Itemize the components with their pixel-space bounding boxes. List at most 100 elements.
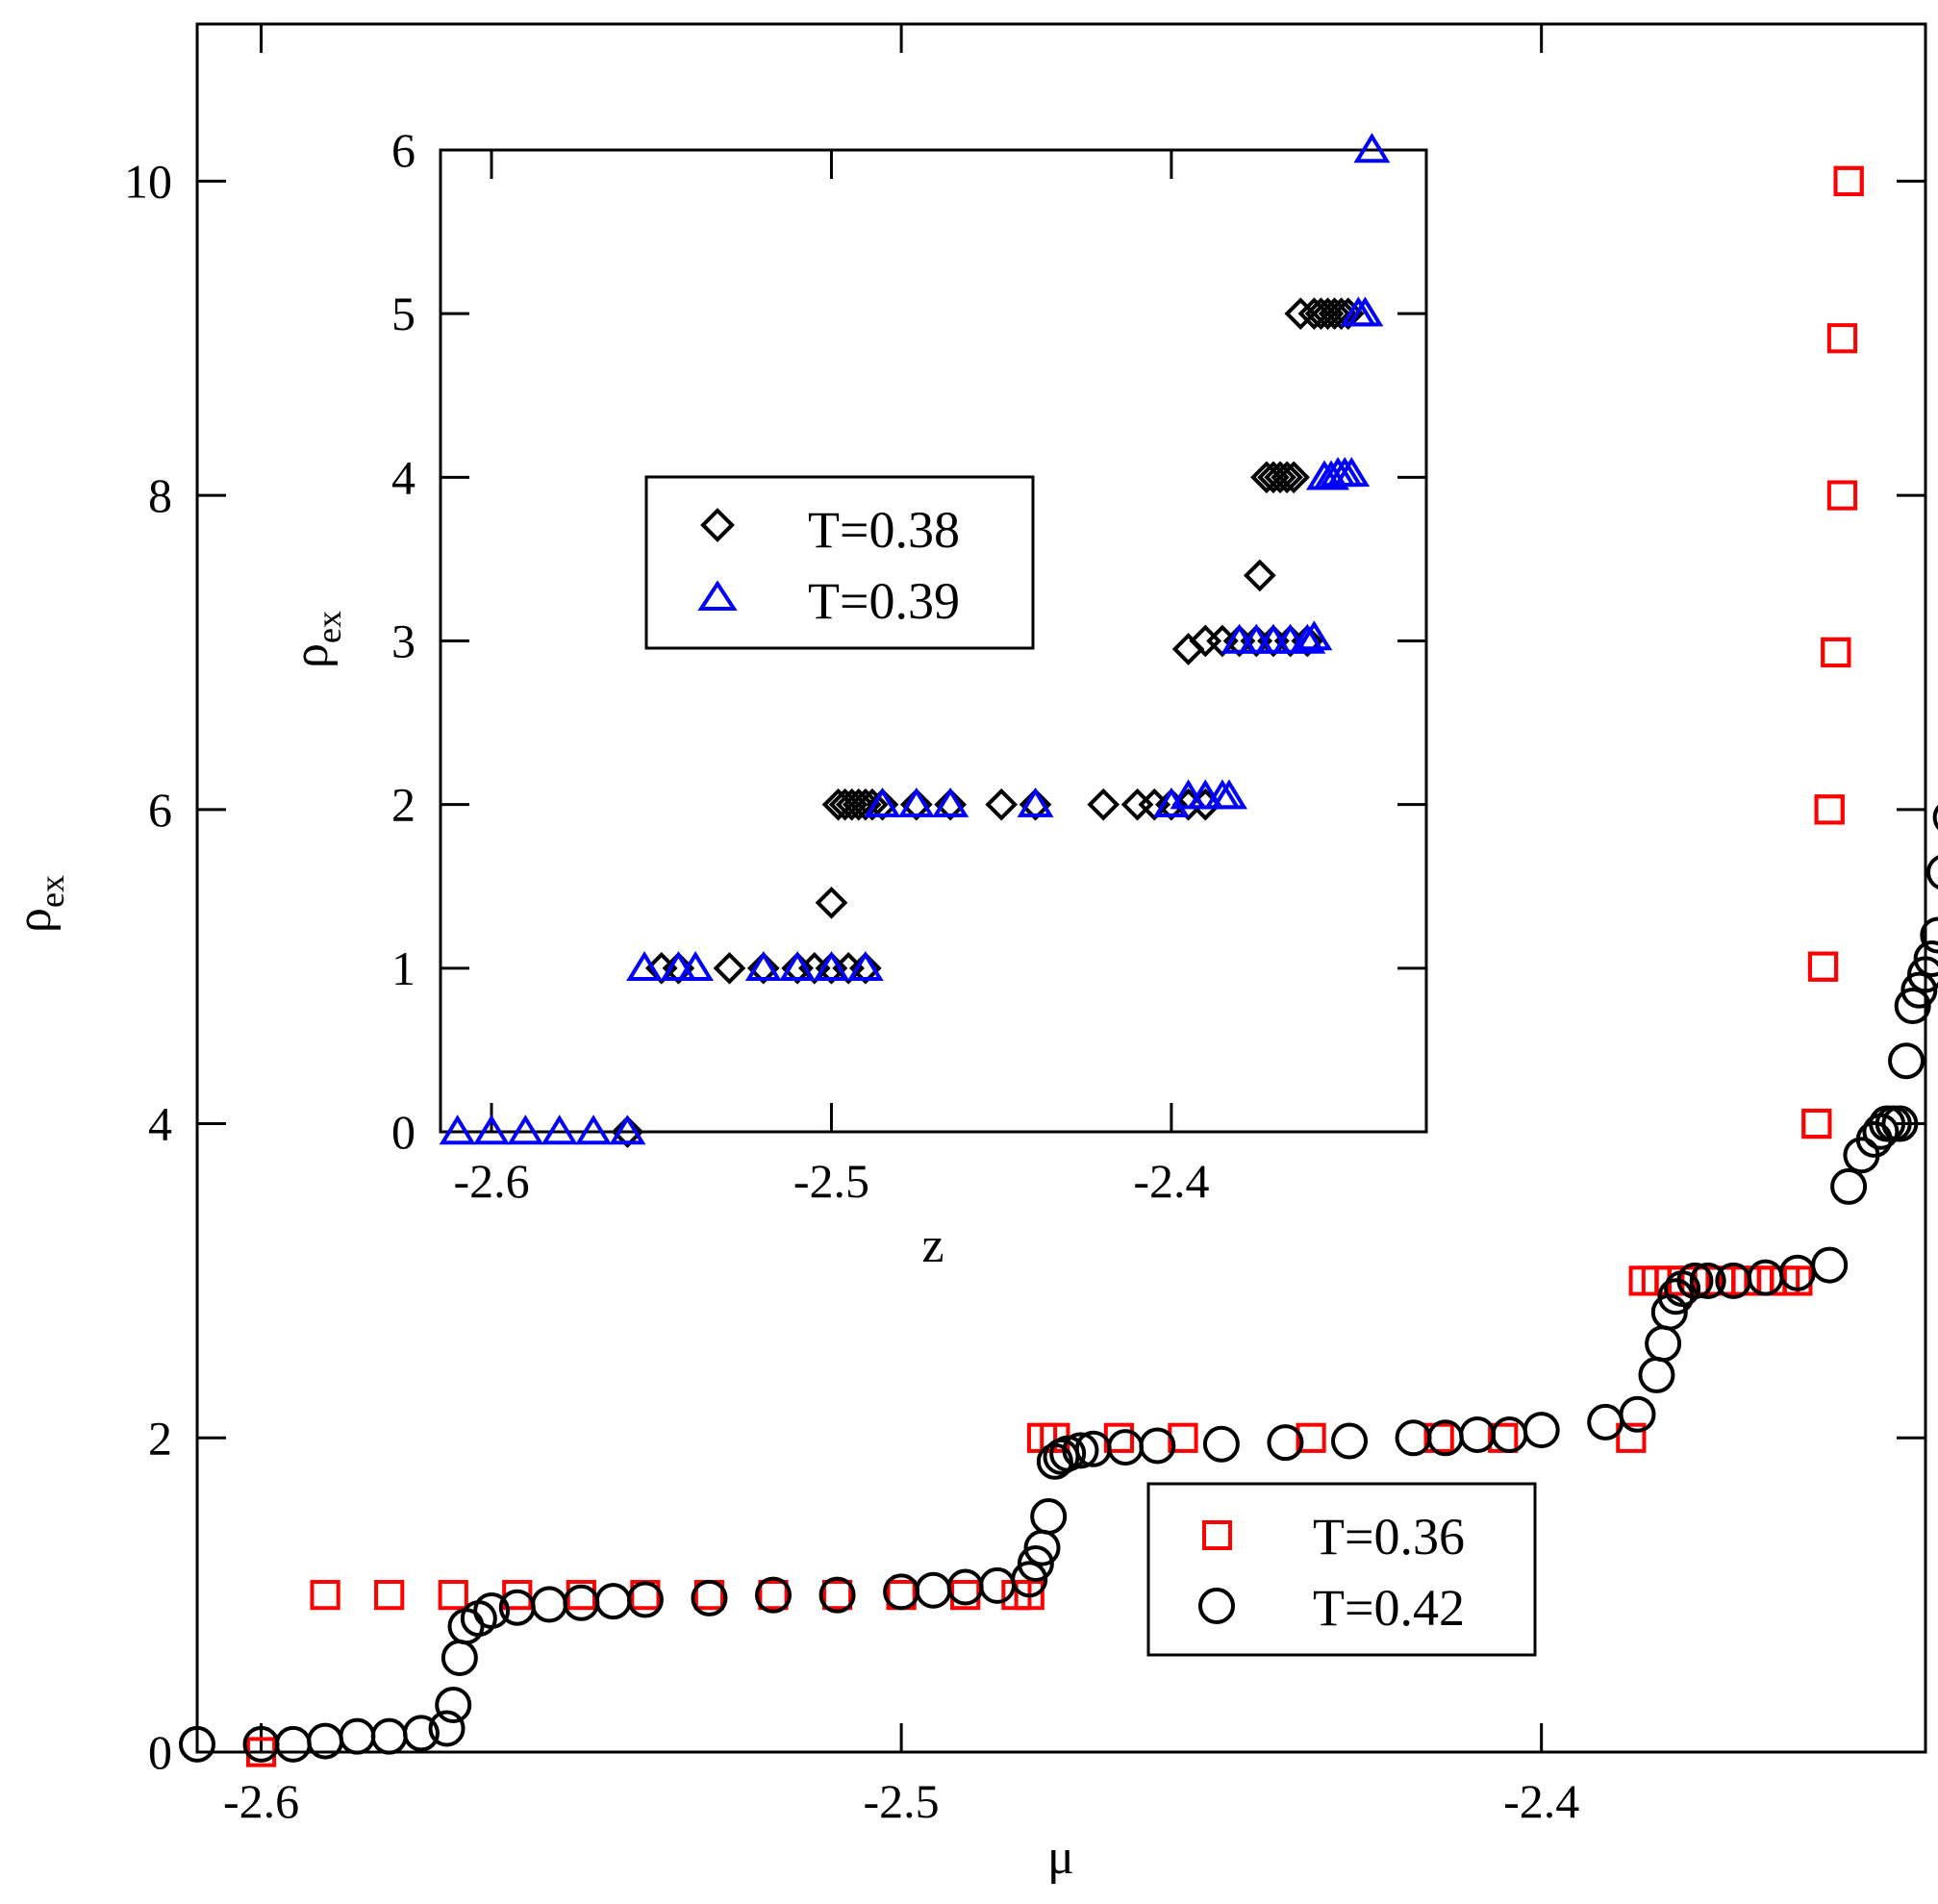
main-y-tick-label: 2 (148, 1411, 172, 1465)
main-y-tick-label: 0 (148, 1725, 172, 1779)
inset-point-diamond (1271, 461, 1303, 494)
inset-legend-label-1: T=0.39 (808, 572, 960, 630)
main-y-axis-title: ρex (7, 875, 71, 933)
main-point-square (1801, 1108, 1832, 1140)
main-x-axis-title: μ (1047, 1830, 1074, 1885)
main-x-tick-label: -2.6 (223, 1774, 299, 1828)
main-point-circle (1830, 1167, 1868, 1205)
main-point-circle (370, 1717, 408, 1755)
main-point-circle (1202, 1425, 1240, 1463)
main-x-tick-label: -2.4 (1503, 1774, 1579, 1828)
legend-marker-square (1202, 1520, 1232, 1550)
inset-point-diamond (662, 952, 695, 985)
main-y-tick-label: 6 (148, 783, 172, 837)
main-y-tick-label: 8 (148, 468, 172, 522)
main-point-square (1807, 951, 1839, 982)
main-point-circle (1062, 1432, 1099, 1469)
main-point-circle (1689, 1262, 1726, 1299)
main-point-circle (402, 1715, 440, 1752)
main-plot-frame (195, 22, 1927, 1754)
inset-point-triangle (1152, 787, 1190, 817)
inset-x-axis-title: z (921, 1218, 944, 1273)
inset-point-triangle (1211, 779, 1247, 810)
svg-text:ρex: ρex (7, 875, 71, 933)
inset-legend-label-0: T=0.38 (808, 501, 960, 559)
main-point-circle (1881, 1105, 1919, 1142)
main-point-circle (818, 1576, 856, 1614)
main-point-square (438, 1580, 468, 1611)
inset-point-triangle (575, 1115, 613, 1145)
main-point-square (821, 1580, 853, 1611)
inset-point-triangle (1017, 787, 1054, 817)
main-point-circle (179, 1725, 215, 1763)
inset-point-diamond (842, 788, 875, 821)
main-y-axis-symbol: ρ (7, 908, 62, 933)
inset-point-triangle (626, 950, 664, 982)
main-point-circle (1913, 940, 1938, 978)
main-y-tick-label: 4 (148, 1097, 172, 1151)
inset-point-triangle (507, 1115, 544, 1145)
inset-point-triangle (1347, 296, 1384, 327)
main-point-square (1826, 480, 1858, 511)
inset-point-diamond (1019, 788, 1052, 821)
main-point-circle (1888, 1042, 1925, 1080)
inset-y-tick-label: 5 (391, 287, 415, 340)
inset-point-triangle (473, 1115, 510, 1145)
inset-point-diamond (1087, 788, 1120, 821)
main-point-circle (531, 1586, 568, 1623)
main-legend-label-0: T=0.36 (1313, 1508, 1465, 1566)
main-point-circle (1638, 1356, 1675, 1393)
inset-point-diamond (1318, 297, 1351, 330)
inset-point-diamond (746, 952, 780, 985)
main-point-circle (978, 1566, 1016, 1604)
main-point-square (1821, 637, 1851, 668)
main-point-circle (440, 1639, 478, 1676)
inset-y-tick-label: 3 (391, 614, 415, 668)
inset-y-axis-title: ρex (284, 611, 348, 668)
main-legend-label-1: T=0.42 (1313, 1579, 1465, 1637)
main-point-circle (1676, 1262, 1714, 1299)
main-y-tick-label: 10 (124, 154, 172, 208)
main-point-circle (428, 1710, 466, 1747)
inset-point-triangle (1313, 460, 1349, 490)
main-point-square (1833, 165, 1864, 196)
inset-legend-box (644, 475, 1035, 650)
inset-y-axis-subscript: ex (310, 611, 348, 643)
main-point-circle (1267, 1424, 1304, 1462)
main-point-circle (1139, 1427, 1176, 1465)
main-point-circle (1645, 1325, 1682, 1363)
main-point-square (758, 1580, 789, 1611)
inset-point-diamond (934, 788, 967, 821)
inset-y-tick-label: 2 (391, 778, 415, 832)
inset-point-diamond (1264, 461, 1296, 494)
main-point-square (1814, 794, 1845, 825)
main-point-square (1826, 323, 1858, 354)
main-point-circle (691, 1579, 728, 1616)
main-point-square (310, 1580, 340, 1611)
inset-point-triangle (813, 950, 850, 982)
inset-point-diamond (1331, 297, 1365, 330)
main-point-circle (1030, 1497, 1068, 1535)
main-point-circle (915, 1571, 952, 1609)
main-point-circle (1523, 1412, 1560, 1449)
main-point-square (1833, 165, 1864, 196)
main-point-circle (594, 1583, 632, 1620)
inset-point-triangle (864, 787, 901, 817)
inset-y-axis-symbol: ρ (284, 643, 339, 668)
inset-point-diamond (1277, 461, 1310, 494)
main-point-circle (1920, 916, 1938, 954)
inset-point-triangle (846, 950, 884, 982)
inset-point-triangle (439, 1115, 476, 1145)
inset-point-diamond (713, 952, 746, 985)
inset-y-tick-label: 1 (391, 941, 415, 995)
main-legend-box (1146, 1482, 1537, 1657)
inset-point-triangle (1296, 620, 1333, 651)
main-point-circle (1619, 1395, 1656, 1433)
inset-y-tick-label: 0 (391, 1105, 415, 1159)
inset-y-tick-label: 4 (391, 450, 415, 504)
inset-legend: T=0.38 T=0.39 (644, 475, 1035, 650)
main-point-circle (626, 1581, 664, 1618)
inset-axes: -2.6 -2.5 -2.4 0 1 2 3 4 5 6 (391, 123, 1426, 1208)
